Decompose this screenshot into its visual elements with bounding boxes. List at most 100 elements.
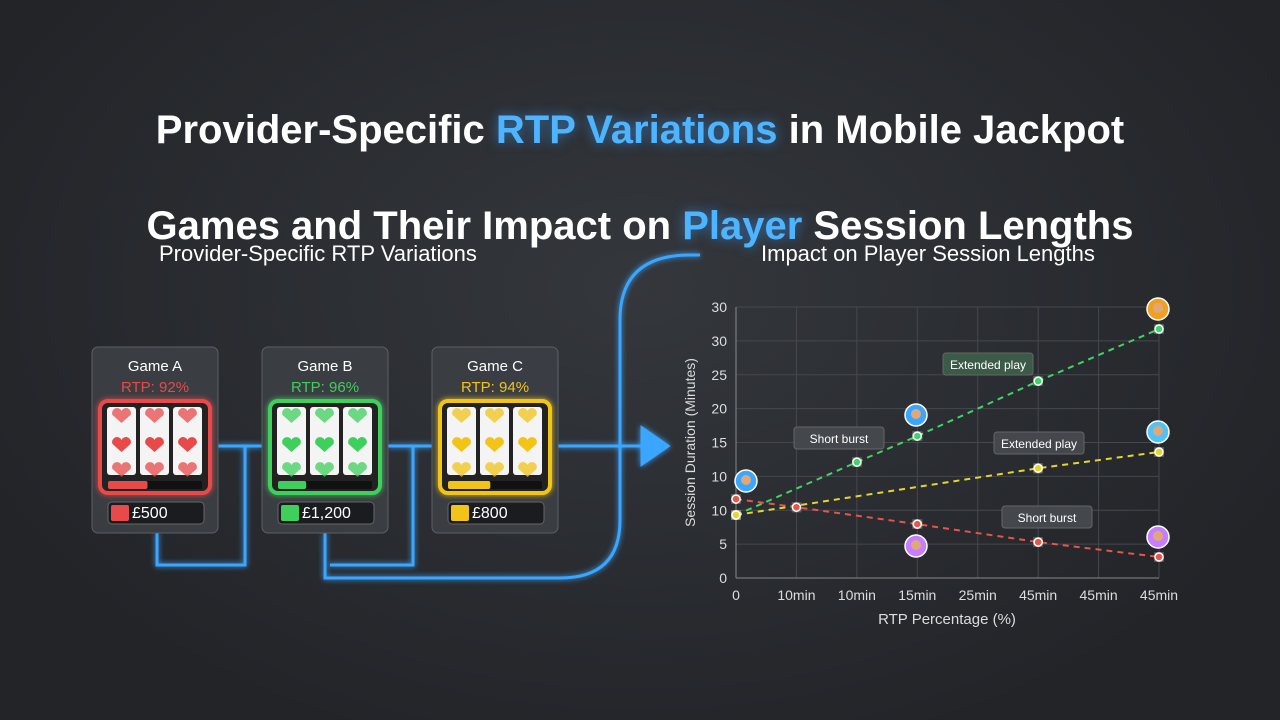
y-tick-label: 30 (711, 333, 727, 349)
x-tick-label: 45min (1019, 587, 1057, 603)
annotation: Short burst (1018, 511, 1077, 525)
reel-symbol (348, 408, 367, 423)
reel-symbol (348, 462, 367, 477)
y-tick-label: 10 (711, 502, 727, 518)
title-line: Provider-Specific RTP Variations in Mobi… (0, 106, 1280, 154)
reel-symbol (485, 408, 504, 423)
annotation: Extended play (950, 358, 1026, 372)
jackpot-icon (451, 505, 469, 521)
jackpot-box (277, 501, 375, 525)
title-part: Provider-Specific (155, 108, 496, 152)
reel-symbol (348, 437, 367, 452)
data-point (912, 519, 923, 529)
reel-symbol (145, 408, 164, 423)
x-tick-label: 45min (1140, 587, 1178, 603)
chart-title: Impact on Player Session Lengths (761, 241, 1095, 266)
title-line: Games and Their Impact on Player Session… (0, 202, 1280, 250)
data-point (852, 457, 862, 467)
connector (323, 253, 700, 580)
y-tick-label: 0 (719, 570, 727, 586)
reel-symbol (452, 408, 471, 423)
x-tick-label: 15min (898, 587, 936, 603)
x-tick-label: 45min (1080, 587, 1118, 603)
annotation-box (993, 431, 1085, 455)
reel-symbol (112, 437, 131, 452)
jackpot-icon (281, 505, 299, 521)
reel-symbol (518, 408, 537, 423)
x-tick-label: 10min (777, 587, 815, 603)
title-part: Games and Their Impact on (146, 204, 683, 248)
jackpot: £800 (472, 505, 508, 522)
jackpot: £500 (132, 505, 168, 522)
reel-symbol (178, 462, 197, 477)
data-point (1033, 537, 1043, 547)
reel-symbol (112, 462, 131, 477)
annotation-box (793, 426, 885, 450)
x-tick-label: 10min (838, 587, 876, 603)
avatar-face (911, 409, 921, 419)
reel-symbol (315, 462, 334, 477)
reel-symbol (145, 462, 164, 477)
x-tick-label: 0 (732, 587, 740, 603)
reel-symbol (485, 462, 504, 477)
y-tick-label: 30 (711, 299, 727, 315)
title: Provider-Specific RTP Variations in Mobi… (0, 58, 1280, 298)
annotation-box (1001, 505, 1093, 529)
y-tick-label: 10 (711, 468, 727, 484)
connector (330, 446, 415, 567)
avatar-face (1153, 303, 1163, 313)
reel-symbol (178, 408, 197, 423)
game-name: Game B (297, 358, 352, 375)
y-tick-label: 15 (711, 435, 727, 451)
jackpot: £1,200 (302, 505, 351, 522)
game-rtp: RTP: 96% (291, 379, 359, 396)
trend-line (735, 450, 1160, 516)
reel-symbol (178, 437, 197, 452)
data-point (791, 502, 802, 512)
data-point (1154, 447, 1164, 457)
data-point (912, 431, 923, 441)
y-tick-label: 25 (711, 367, 727, 383)
avatar-face (741, 475, 751, 485)
data-point (731, 510, 741, 520)
data-point (1154, 552, 1164, 562)
jackpot-icon (111, 505, 129, 521)
title-part: in Mobile Jackpot (777, 108, 1125, 152)
reel-symbol (485, 437, 504, 452)
x-tick-label: 25min (959, 587, 997, 603)
avatar-face (911, 540, 921, 550)
progress-fill (278, 481, 307, 489)
reel-symbol (518, 437, 537, 452)
connectors (155, 253, 700, 580)
game-name: Game A (128, 358, 182, 375)
data-point (1154, 324, 1164, 334)
reel-symbol (282, 437, 301, 452)
reel-symbol (112, 408, 131, 423)
title-part: Session Lengths (802, 204, 1134, 248)
reel-symbol (315, 408, 334, 423)
reel-symbol (452, 437, 471, 452)
reel-symbol (282, 408, 301, 423)
annotation: Extended play (1001, 437, 1077, 451)
jackpot-box (107, 501, 205, 525)
reel-symbol (145, 437, 164, 452)
data-point (1033, 376, 1043, 386)
section-heading: Provider-Specific RTP Variations (159, 241, 477, 266)
y-tick-label: 5 (719, 536, 727, 552)
progress-fill (448, 481, 491, 489)
arrow-head (640, 425, 671, 467)
reel-symbol (315, 437, 334, 452)
avatar-face (1153, 531, 1163, 541)
reel-symbol (282, 462, 301, 477)
y-axis-label: Session Duration (Minutes) (682, 358, 698, 527)
progress-fill (108, 481, 148, 489)
game-rtp: RTP: 92% (121, 379, 189, 396)
annotation: Short burst (810, 432, 869, 446)
title-highlight: RTP Variations (495, 108, 778, 152)
trend-line (735, 328, 1160, 516)
data-point (731, 494, 741, 504)
reel-symbol (518, 462, 537, 477)
connector (155, 446, 247, 567)
game-rtp: RTP: 94% (461, 379, 529, 396)
